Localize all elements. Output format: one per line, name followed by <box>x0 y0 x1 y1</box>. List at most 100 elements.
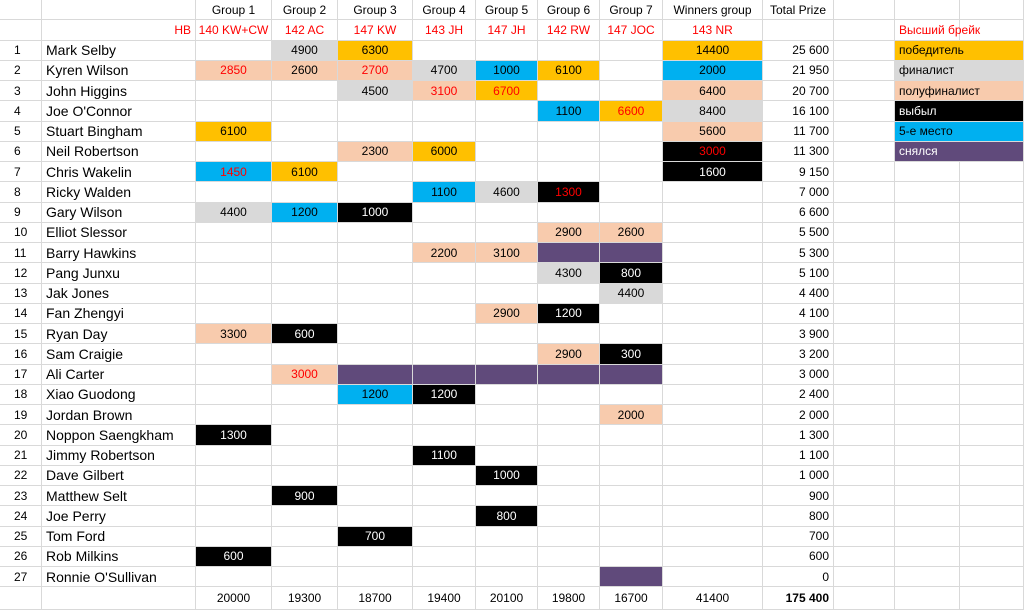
player-name[interactable]: Noppon Saengkham <box>42 425 196 446</box>
empty-cell[interactable] <box>272 121 338 142</box>
empty-cell[interactable] <box>476 567 538 588</box>
empty-cell[interactable] <box>413 40 476 61</box>
legend-item[interactable]: 5-е место <box>895 121 1024 142</box>
empty-cell[interactable] <box>895 465 960 486</box>
high-break-cell[interactable]: 147 KW <box>338 20 413 41</box>
empty-cell[interactable] <box>338 546 413 567</box>
empty-cell[interactable] <box>538 425 600 446</box>
empty-cell[interactable] <box>338 162 413 183</box>
empty-cell[interactable] <box>476 263 538 284</box>
legend-item[interactable]: полуфиналист <box>895 81 1024 102</box>
row-number[interactable]: 19 <box>0 405 42 426</box>
prize-cell[interactable]: 2900 <box>538 222 600 243</box>
empty-cell[interactable] <box>600 121 663 142</box>
empty-cell[interactable] <box>834 526 895 547</box>
row-number[interactable]: 9 <box>0 202 42 223</box>
empty-cell[interactable] <box>476 283 538 304</box>
empty-cell[interactable] <box>834 344 895 365</box>
row-number[interactable]: 1 <box>0 40 42 61</box>
empty-cell[interactable] <box>476 222 538 243</box>
prize-cell[interactable]: 1100 <box>538 101 600 122</box>
empty-cell[interactable] <box>272 526 338 547</box>
empty-cell[interactable] <box>663 182 763 203</box>
empty-cell[interactable] <box>834 20 895 41</box>
prize-cell[interactable]: 3100 <box>476 243 538 264</box>
empty-cell[interactable] <box>663 546 763 567</box>
empty-cell[interactable] <box>600 384 663 405</box>
empty-cell[interactable] <box>834 40 895 61</box>
row-number[interactable]: 8 <box>0 182 42 203</box>
empty-cell[interactable] <box>600 40 663 61</box>
empty-cell[interactable] <box>834 405 895 426</box>
prize-cell[interactable]: 6000 <box>413 141 476 162</box>
prize-cell[interactable]: 3000 <box>663 141 763 162</box>
empty-cell[interactable] <box>196 222 272 243</box>
empty-cell[interactable] <box>413 486 476 507</box>
empty-cell[interactable] <box>960 182 1024 203</box>
empty-cell[interactable] <box>196 81 272 102</box>
column-header[interactable]: Group 3 <box>338 0 413 21</box>
empty-cell[interactable] <box>413 344 476 365</box>
empty-cell[interactable] <box>0 20 42 41</box>
empty-cell[interactable] <box>42 587 196 610</box>
empty-cell[interactable] <box>338 405 413 426</box>
row-number[interactable]: 5 <box>0 121 42 142</box>
total-prize-cell[interactable]: 21 950 <box>763 60 834 81</box>
empty-cell[interactable] <box>960 263 1024 284</box>
group-total[interactable]: 20100 <box>476 587 538 610</box>
empty-cell[interactable] <box>600 324 663 345</box>
empty-cell[interactable] <box>663 364 763 385</box>
empty-cell[interactable] <box>538 40 600 61</box>
empty-cell[interactable] <box>338 486 413 507</box>
prize-cell[interactable]: 3000 <box>272 364 338 385</box>
empty-cell[interactable] <box>834 162 895 183</box>
prize-cell[interactable]: 1200 <box>338 384 413 405</box>
row-number[interactable]: 24 <box>0 506 42 527</box>
prize-cell[interactable]: 3100 <box>413 81 476 102</box>
high-break-cell[interactable]: 142 RW <box>538 20 600 41</box>
empty-cell[interactable] <box>834 324 895 345</box>
player-name[interactable]: Ryan Day <box>42 324 196 345</box>
empty-cell[interactable] <box>960 546 1024 567</box>
total-prize-cell[interactable]: 5 100 <box>763 263 834 284</box>
empty-cell[interactable] <box>600 202 663 223</box>
prize-cell[interactable]: 6300 <box>338 40 413 61</box>
legend-item[interactable]: Высший брейк <box>895 20 1024 41</box>
player-name[interactable]: Barry Hawkins <box>42 243 196 264</box>
prize-cell[interactable]: 700 <box>338 526 413 547</box>
prize-cell[interactable]: 1100 <box>413 445 476 466</box>
empty-cell[interactable] <box>663 486 763 507</box>
empty-cell[interactable] <box>338 506 413 527</box>
empty-cell[interactable] <box>413 121 476 142</box>
group-total[interactable]: 20000 <box>196 587 272 610</box>
empty-cell[interactable] <box>413 202 476 223</box>
player-name[interactable]: Sam Craigie <box>42 344 196 365</box>
empty-cell[interactable] <box>895 283 960 304</box>
empty-cell[interactable] <box>538 81 600 102</box>
total-prize-cell[interactable]: 2 000 <box>763 405 834 426</box>
empty-cell[interactable] <box>960 303 1024 324</box>
player-name[interactable]: Neil Robertson <box>42 141 196 162</box>
prize-cell[interactable]: 1600 <box>663 162 763 183</box>
empty-cell[interactable] <box>538 202 600 223</box>
player-name[interactable]: Ricky Walden <box>42 182 196 203</box>
player-name[interactable]: Rob Milkins <box>42 546 196 567</box>
group-total[interactable]: 41400 <box>663 587 763 610</box>
empty-cell[interactable] <box>663 263 763 284</box>
empty-cell[interactable] <box>960 587 1024 610</box>
prize-cell[interactable]: 1200 <box>272 202 338 223</box>
column-header[interactable]: Group 7 <box>600 0 663 21</box>
prize-cell[interactable]: 5600 <box>663 121 763 142</box>
column-header[interactable]: Group 2 <box>272 0 338 21</box>
empty-cell[interactable] <box>476 101 538 122</box>
empty-cell[interactable] <box>338 182 413 203</box>
empty-cell[interactable] <box>538 567 600 588</box>
total-prize-cell[interactable]: 20 700 <box>763 81 834 102</box>
empty-cell[interactable] <box>663 465 763 486</box>
prize-cell[interactable]: 6400 <box>663 81 763 102</box>
row-number[interactable]: 7 <box>0 162 42 183</box>
empty-cell[interactable] <box>538 465 600 486</box>
empty-cell[interactable] <box>663 405 763 426</box>
empty-cell[interactable] <box>834 506 895 527</box>
empty-cell[interactable] <box>476 40 538 61</box>
